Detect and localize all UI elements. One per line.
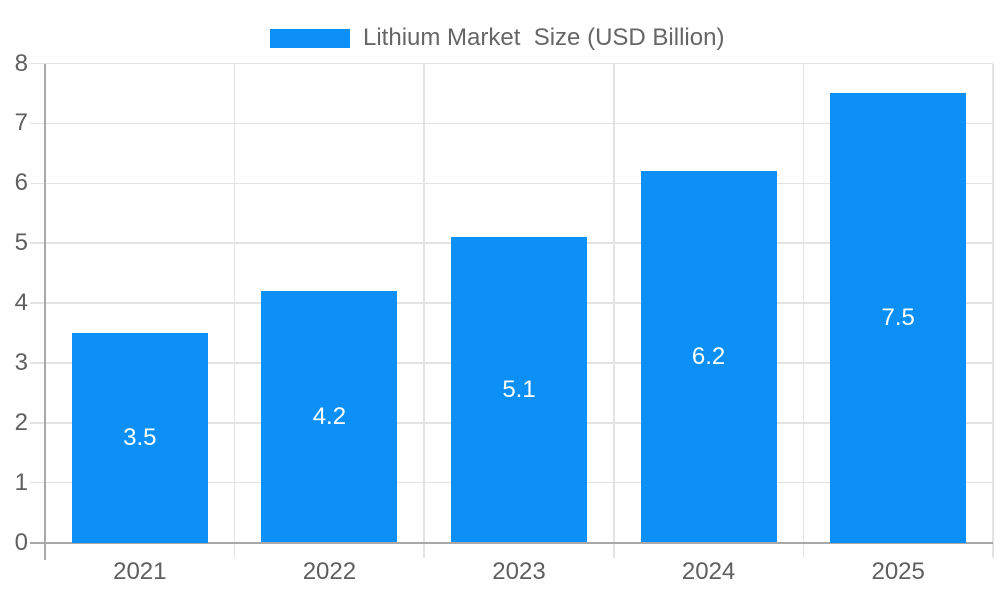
y-axis-label: 2 [14,408,28,436]
bar-value-label: 7.5 [881,303,915,331]
y-axis-tick [30,182,45,184]
x-axis-label: 2025 [871,558,925,585]
vertical-gridline [802,63,805,558]
y-axis-label: 0 [14,528,28,556]
vertical-gridline [992,63,994,558]
bar-value-label: 3.5 [123,423,157,451]
vertical-gridline [613,63,615,558]
bar[interactable]: 5.1 [451,237,587,543]
y-axis-label: 7 [14,109,28,137]
y-axis-tick [30,302,45,304]
y-axis-tick [30,422,45,424]
bar[interactable]: 7.5 [830,93,967,543]
horizontal-gridline [45,122,993,125]
x-axis-label: 2022 [302,558,357,585]
y-axis-tick [30,122,45,125]
x-axis-line [30,541,993,544]
y-axis-label: 5 [14,229,28,257]
bar-value-label: 6.2 [691,342,726,370]
y-axis-line [44,63,46,560]
horizontal-gridline [45,62,993,65]
bar-value-label: 4.2 [312,402,347,430]
y-axis-label: 3 [14,348,28,376]
y-axis-tick [30,362,45,364]
y-axis-tick [30,481,45,484]
legend[interactable]: Lithium Market Size (USD Billion) [270,24,724,52]
vertical-gridline [233,63,236,558]
vertical-gridline [423,63,425,558]
y-axis-label: 4 [14,289,28,316]
y-axis-label: 6 [14,169,28,197]
y-axis-tick [30,242,45,244]
y-axis-tick [30,62,45,65]
bar[interactable]: 3.5 [71,332,208,543]
x-axis-label: 2024 [681,558,736,585]
legend-label: Lithium Market Size (USD Billion) [363,24,725,51]
legend-swatch [270,28,350,48]
bar[interactable]: 6.2 [640,171,777,543]
y-axis-label: 8 [14,49,28,77]
horizontal-gridline [45,182,993,184]
y-axis-label: 1 [14,468,28,496]
x-axis-label: 2021 [113,558,167,585]
x-axis-label: 2023 [492,558,546,585]
bar-value-label: 5.1 [502,375,536,403]
bar[interactable]: 4.2 [261,291,398,543]
